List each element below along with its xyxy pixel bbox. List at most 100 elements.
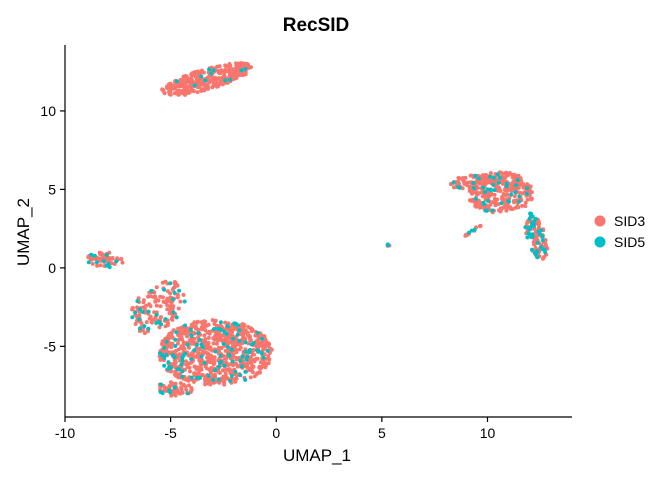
point-sid3 [219,81,223,86]
point-sid3 [161,87,165,92]
point-sid5 [476,176,481,181]
point-sid3 [189,86,194,91]
point-sid5 [486,198,490,203]
x-tick-label: -10 [55,425,75,441]
point-sid5 [180,355,185,360]
point-sid3 [183,86,187,91]
point-sid5 [180,358,185,363]
point-sid5 [198,375,203,380]
point-sid3 [226,68,231,73]
point-sid3 [178,299,183,304]
point-sid3 [158,315,163,320]
point-sid5 [192,83,197,88]
point-sid5 [535,240,540,245]
point-sid5 [218,320,223,325]
point-sid5 [469,228,474,233]
point-sid5 [172,385,177,390]
point-sid3 [210,85,215,90]
x-tick-label: 5 [378,425,386,441]
point-sid3 [178,78,183,82]
point-sid3 [195,90,200,95]
point-sid3 [206,322,211,327]
point-sid5 [114,259,119,264]
point-sid3 [221,354,226,359]
scatter-points [86,61,550,398]
point-sid3 [263,337,268,341]
point-sid3 [170,341,175,346]
point-sid5 [106,262,111,267]
point-sid5 [101,259,106,263]
point-sid3 [185,365,190,369]
point-sid3 [469,190,474,195]
point-sid3 [133,322,138,326]
point-sid5 [135,299,140,304]
point-sid5 [175,79,179,84]
point-sid3 [223,320,228,325]
point-sid3 [204,343,208,348]
point-sid3 [154,285,159,290]
point-sid3 [536,225,541,229]
point-sid3 [219,337,224,342]
point-sid3 [208,382,213,387]
point-sid3 [142,331,147,336]
point-sid5 [255,348,260,353]
point-sid5 [540,234,545,239]
point-sid5 [146,326,151,331]
point-sid5 [255,330,260,335]
point-sid5 [496,180,501,185]
point-sid3 [512,194,517,199]
point-sid3 [153,299,158,304]
point-sid3 [493,200,498,205]
point-sid3 [245,361,250,366]
point-sid3 [241,72,246,77]
point-sid3 [152,290,157,295]
point-sid3 [199,88,204,93]
point-sid5 [490,208,495,213]
point-sid5 [168,390,173,395]
legend-key-sid5 [594,236,606,248]
point-sid5 [199,342,204,347]
point-sid3 [234,350,239,355]
point-sid3 [525,182,530,187]
point-sid3 [231,352,236,357]
legend-key-sid3 [594,215,606,227]
point-sid3 [197,358,202,363]
point-sid3 [201,70,206,75]
y-tick-label: 10 [40,103,56,119]
point-sid5 [261,355,266,360]
point-sid3 [223,371,228,376]
point-sid5 [532,224,536,229]
point-sid3 [492,196,497,201]
x-tick-label: 0 [272,425,280,441]
point-sid5 [221,342,226,346]
point-sid3 [92,257,97,261]
point-sid5 [156,319,161,324]
point-sid5 [167,365,172,370]
point-sid5 [515,178,520,182]
point-sid3 [216,76,221,81]
point-sid3 [180,390,185,395]
point-sid3 [529,197,533,201]
point-sid5 [229,347,234,352]
point-sid5 [237,328,242,333]
point-sid5 [183,323,187,328]
point-sid5 [457,185,462,190]
point-sid5 [481,185,486,190]
point-sid3 [509,189,514,194]
point-sid5 [243,340,248,345]
point-sid3 [182,91,187,96]
point-sid3 [218,323,223,328]
point-sid5 [471,181,476,185]
point-sid3 [192,70,197,75]
point-sid3 [207,356,212,361]
point-sid5 [238,373,243,378]
point-sid5 [243,67,248,71]
point-sid3 [140,328,145,333]
point-sid5 [130,315,135,320]
point-sid5 [451,180,456,185]
point-sid3 [172,280,177,284]
point-sid5 [173,337,178,342]
point-sid5 [497,176,502,180]
point-sid5 [140,310,145,314]
point-sid3 [175,341,180,346]
